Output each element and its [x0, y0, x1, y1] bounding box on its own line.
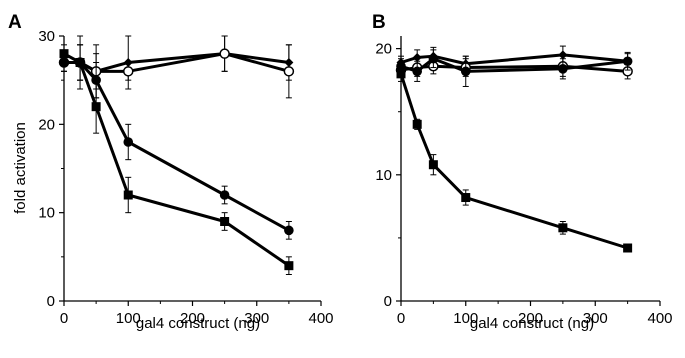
panel-a-point [91, 102, 101, 112]
panel-b-point [558, 64, 568, 74]
panel-a-x-tick-label: 0 [60, 310, 68, 327]
panel-b-series-line [399, 73, 629, 250]
panel-b-point [558, 50, 568, 60]
panel-a-x-tick-label: 400 [308, 310, 333, 327]
panel-a-y-tick-label: 0 [47, 293, 55, 310]
panel-a-point [123, 190, 133, 200]
panel-a: A fold activation gal4 construct (ng) 0 1… [8, 12, 334, 332]
panel-a-y-tick-label: 10 [38, 205, 55, 222]
panel-a-y-tick-label: 30 [38, 28, 55, 45]
panel-a-x-tick-label: 100 [116, 310, 141, 327]
panel-a-point [284, 261, 294, 271]
panel-b-x-tick-label: 300 [583, 310, 608, 327]
panel-b-x-tick-label: 200 [518, 310, 543, 327]
panel-b-point [461, 193, 471, 203]
panel-b-y-tick-label: 0 [384, 293, 392, 310]
panel-b-y-tick-label: 10 [375, 167, 392, 184]
panel-a-y-tick-label: 20 [38, 116, 55, 133]
panel-b-point [412, 66, 422, 77]
panel-b-point [412, 52, 422, 62]
panel-b-series-square [396, 65, 633, 253]
panel-b-point [623, 243, 633, 253]
panel-a-ylabel: fold activation [12, 122, 29, 214]
panel-b-x-tick-label: 0 [397, 310, 405, 327]
panel-a-point [59, 49, 69, 59]
panel-b: B gal4 construct (ng) 0 100 200 300 400 0 10 20 [372, 12, 673, 332]
panel-b-point [460, 66, 471, 77]
panel-a-point [219, 190, 230, 200]
panel-a-point [123, 66, 134, 77]
panel-b-x-tick-label: 400 [647, 310, 672, 327]
panel-a-series-line [64, 61, 290, 232]
panel-b-label: B [372, 12, 386, 33]
panel-a-point [123, 137, 134, 147]
panel-b-xlabel: gal4 construct (ng) [470, 315, 594, 332]
panel-b-point [558, 223, 568, 233]
panel-a-series-square [59, 44, 294, 275]
panel-a-point [283, 66, 295, 77]
panel-b-y-tick-label: 20 [375, 41, 392, 58]
panel-a-label: A [8, 12, 22, 33]
panel-a-point [284, 225, 294, 236]
panel-a-xlabel: gal4 construct (ng) [136, 315, 260, 332]
panel-a-x-tick-label: 200 [180, 310, 205, 327]
panel-a-point [219, 48, 230, 59]
panel-b-point [412, 119, 422, 129]
panel-a-point [220, 217, 230, 226]
panel-a-point [75, 58, 85, 67]
panel-a-x-tick-label: 300 [244, 310, 269, 327]
panel-b-point [622, 56, 633, 67]
panel-b-x-tick-label: 100 [453, 310, 478, 327]
panel-b-point [428, 53, 439, 64]
panel-b-point [428, 160, 438, 170]
panel-b-point [396, 69, 406, 79]
